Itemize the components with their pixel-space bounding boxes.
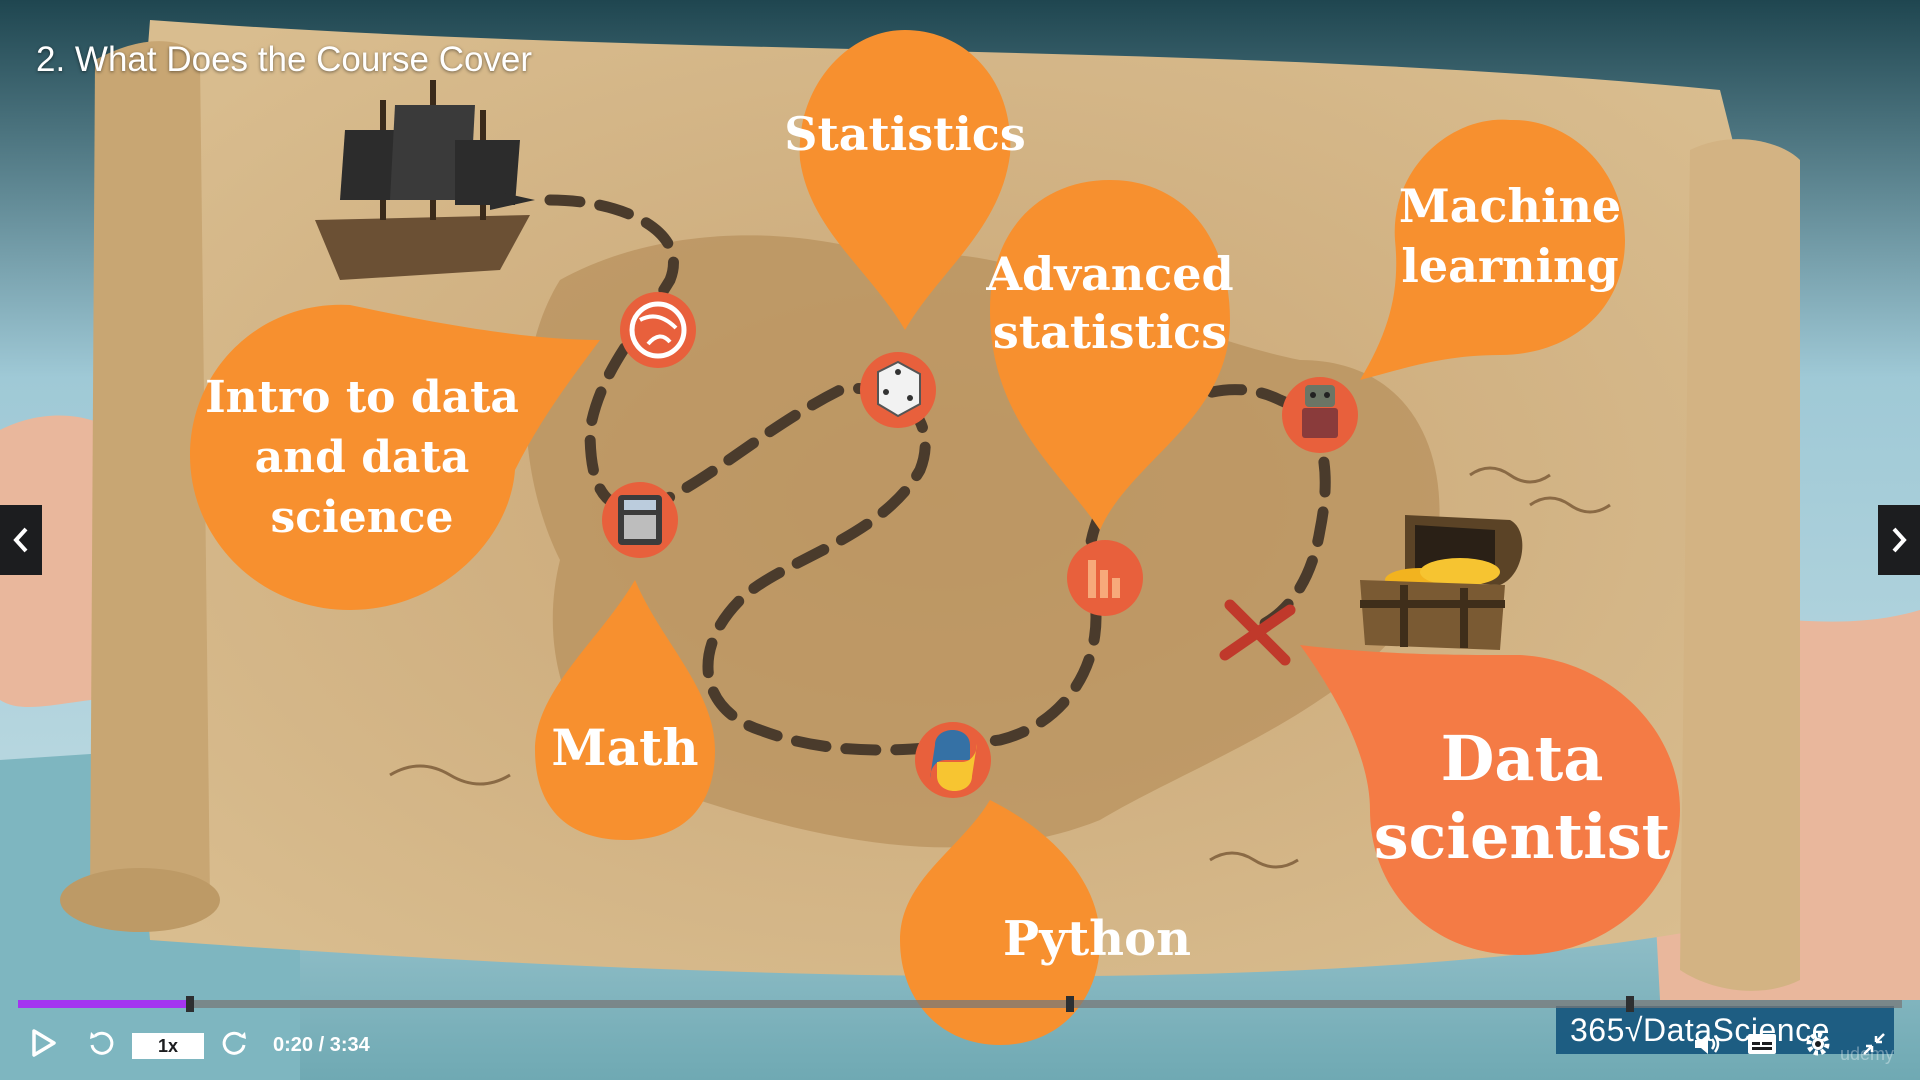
- chapter-marker: [1626, 996, 1634, 1012]
- chevron-left-icon: [13, 527, 28, 553]
- left-scroll: [90, 41, 210, 919]
- chapter-marker: [1066, 996, 1074, 1012]
- progress-fill: [18, 1000, 195, 1008]
- label-intro: Intro to data and data science: [205, 372, 519, 543]
- time-display: 0:20 / 3:34: [273, 1034, 370, 1056]
- captions-button[interactable]: [1744, 1026, 1780, 1062]
- udemy-watermark: udemy: [1840, 1044, 1895, 1064]
- fullscreen-exit-button[interactable]: [1856, 1026, 1892, 1062]
- intro-line-3: science: [270, 492, 453, 543]
- bubble-intro: [190, 304, 600, 610]
- bubble-advanced: [990, 180, 1230, 530]
- robot-icon: [1282, 377, 1358, 453]
- settings-button[interactable]: [1800, 1026, 1836, 1062]
- right-scroll: [1680, 139, 1800, 991]
- playback-speed-button[interactable]: 1x: [132, 1033, 204, 1059]
- bubble-statistics: [799, 30, 1011, 330]
- python-logo-icon: [915, 722, 991, 798]
- advanced-line-1: Advanced: [985, 247, 1233, 301]
- rewind-icon: [90, 1031, 114, 1055]
- calculator-icon: [602, 482, 678, 558]
- globe-icon: [620, 292, 696, 368]
- captions-icon: [1748, 1034, 1776, 1054]
- treasure-path: [544, 194, 1331, 756]
- dice-icon: [860, 352, 936, 428]
- fullscreen-exit-icon: [1863, 1033, 1885, 1055]
- lecture-title: 2. What Does the Course Cover: [36, 40, 533, 79]
- intro-line-1: Intro to data: [205, 372, 519, 423]
- ml-line-2: learning: [1401, 239, 1618, 293]
- next-lecture-button[interactable]: [1878, 505, 1920, 575]
- bubble-python: [900, 800, 1100, 1045]
- volume-button[interactable]: [1690, 1026, 1726, 1062]
- chevron-right-icon: [1892, 527, 1907, 553]
- bubble-data-scientist: [1300, 645, 1680, 955]
- label-data-scientist: Data scientist: [1374, 722, 1671, 873]
- progress-bar[interactable]: [18, 996, 1902, 1012]
- label-python: Python: [1003, 911, 1191, 967]
- intro-line-2: and data: [255, 432, 470, 483]
- bubble-math: [535, 580, 715, 840]
- forward-button[interactable]: [218, 1026, 252, 1060]
- play-icon: [32, 1029, 56, 1057]
- bar-chart-icon: [1067, 540, 1143, 616]
- player-controls: [0, 990, 1920, 1080]
- label-statistics: Statistics: [784, 107, 1026, 161]
- forward-icon: [222, 1031, 246, 1055]
- ml-line-1: Machine: [1399, 179, 1621, 233]
- chapter-marker: [186, 996, 194, 1012]
- previous-lecture-button[interactable]: [0, 505, 42, 575]
- rewind-button[interactable]: [84, 1026, 118, 1060]
- bubble-machine-learning: [1360, 119, 1625, 380]
- label-advanced: Advanced statistics: [985, 247, 1233, 359]
- brand-logo: 365√DataScience: [1556, 1006, 1894, 1054]
- label-machine-learning: Machine learning: [1399, 179, 1621, 293]
- pirate-ship-icon: [315, 80, 535, 280]
- treasure-chest-icon: [1360, 515, 1523, 650]
- data-scientist-line-2: scientist: [1374, 800, 1671, 873]
- x-mark-icon: [1219, 599, 1296, 666]
- advanced-line-2: statistics: [993, 305, 1227, 359]
- label-math: Math: [551, 718, 698, 777]
- play-button[interactable]: [26, 1026, 60, 1060]
- data-scientist-line-1: Data: [1441, 722, 1604, 795]
- volume-icon: [1695, 1034, 1720, 1054]
- settings-icon: [1806, 1032, 1830, 1056]
